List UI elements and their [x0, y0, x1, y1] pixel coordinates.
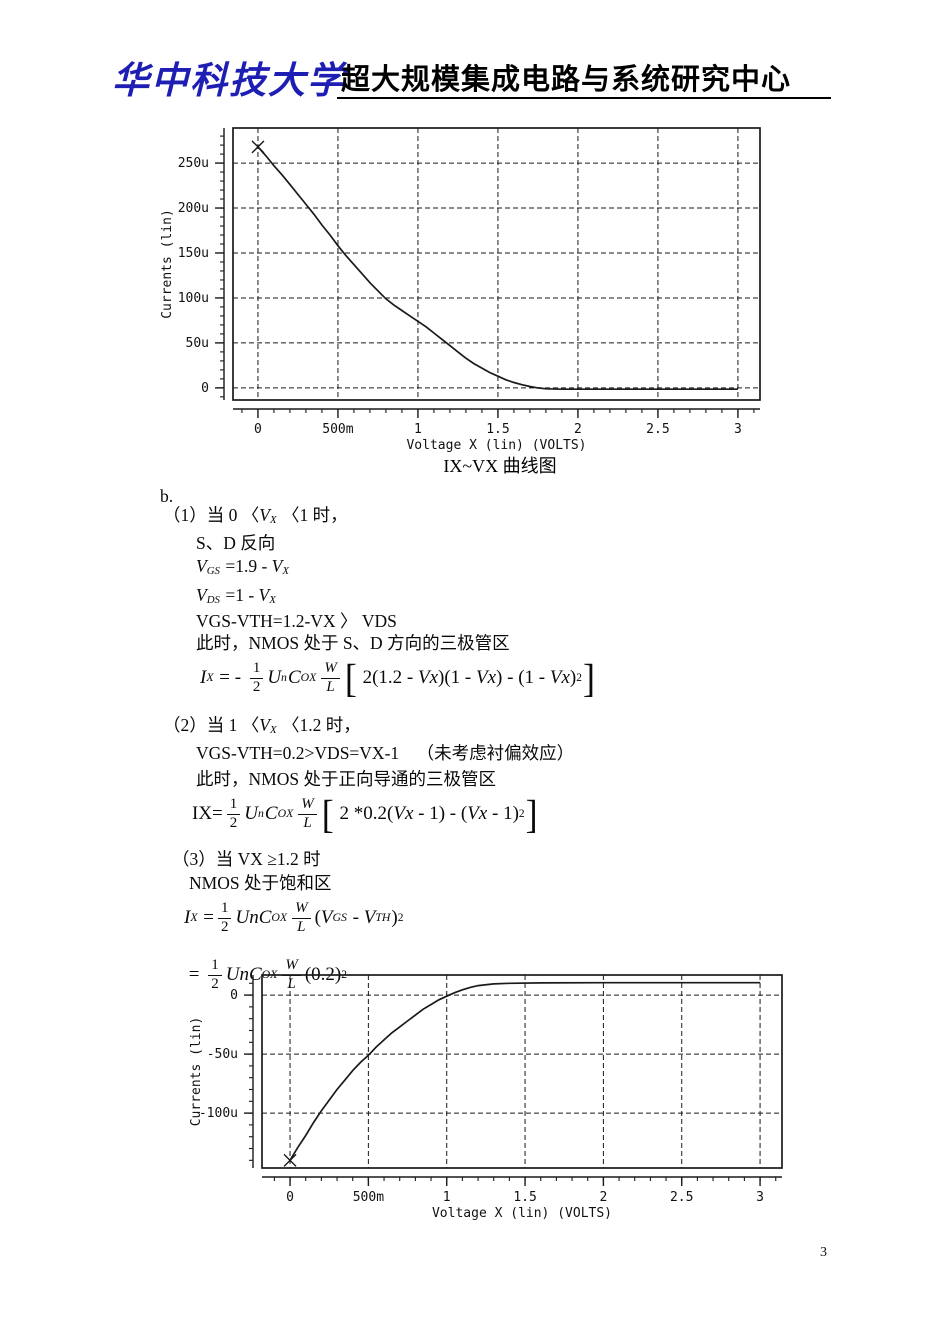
- text-line: b.: [160, 486, 174, 506]
- text-line: NMOS 处于饱和区: [189, 873, 332, 893]
- x-tick-label: 3: [756, 1190, 764, 1205]
- x-axis-ruler: [233, 408, 760, 418]
- x-tick-label: 0: [286, 1190, 294, 1205]
- university-logo: 华中科技大学: [112, 61, 346, 102]
- x-tick-label: 1.5: [513, 1190, 536, 1205]
- y-axis-ruler: [244, 975, 254, 1168]
- text-line: 此时，NMOS 处于正向导通的三极管区: [196, 769, 496, 789]
- text-line: VGS-VTH=1.2-VX 〉 VDS: [196, 611, 397, 631]
- header-title: 超大规模集成电路与系统研究中心: [341, 64, 792, 96]
- start-marker: [251, 140, 265, 154]
- y-axis-title: Currents (lin): [160, 209, 175, 319]
- y-tick-label: -50u: [207, 1047, 238, 1062]
- x-tick-label: 1: [414, 422, 422, 437]
- text-line: VGS =1.9 - VX: [196, 556, 289, 578]
- x-axis-ruler: [262, 1176, 782, 1186]
- y-tick-label: -100u: [199, 1106, 238, 1121]
- x-tick-label: 1.5: [486, 422, 509, 437]
- start-marker: [283, 1153, 297, 1167]
- text-line: VDS =1 - VX: [196, 585, 276, 607]
- text-line: （1）当 0 〈VX 〈1 时，: [163, 505, 348, 527]
- x-tick-label: 500m: [322, 422, 353, 437]
- text-line: S、D 反向: [196, 533, 276, 553]
- x-tick-label: 0: [254, 422, 262, 437]
- y-tick-label: 150u: [178, 246, 209, 261]
- x-axis-title: Voltage X (lin) (VOLTS): [432, 1206, 612, 1220]
- gridlines: [233, 128, 760, 400]
- y-tick-label: 0: [230, 988, 238, 1003]
- y-tick-label: 100u: [178, 291, 209, 306]
- text-line: 此时，NMOS 处于 S、D 方向的三极管区: [196, 633, 510, 653]
- x-tick-label: 2.5: [670, 1190, 693, 1205]
- x-tick-label: 3: [734, 422, 742, 437]
- x-tick-label: 500m: [353, 1190, 384, 1205]
- x-axis-title: Voltage X (lin) (VOLTS): [406, 438, 586, 453]
- y-tick-label: 200u: [178, 201, 209, 216]
- header-divider: [337, 97, 831, 99]
- gridlines: [262, 975, 782, 1168]
- x-tick-label: 2: [599, 1190, 607, 1205]
- plot-border: [261, 974, 783, 1169]
- x-tick-label: 1: [443, 1190, 451, 1205]
- y-tick-label: 0: [201, 381, 209, 396]
- page-number: 3: [820, 1245, 827, 1260]
- x-tick-label: 2: [574, 422, 582, 437]
- ix-vx-curve-chart-top: 0 50u 100u 150u 200u 250u 0 500m 1 1.5 2 2.5 3 Voltag…: [160, 127, 761, 453]
- plot-border: [232, 127, 761, 401]
- curve-line: [289, 981, 761, 1161]
- y-axis-title: Currents (lin): [189, 1017, 204, 1127]
- y-axis-ruler: [215, 128, 225, 400]
- curve-line: [257, 146, 738, 391]
- text-line: （2）当 1 〈VX 〈1.2 时，: [163, 715, 361, 737]
- text-line: VGS-VTH=0.2>VDS=VX-1 （未考虑衬偏效应）: [196, 743, 575, 763]
- figure-caption: IX~VX 曲线图: [443, 456, 557, 476]
- text-line: （3）当 VX ≥1.2 时: [172, 849, 321, 869]
- x-tick-label: 2.5: [646, 422, 669, 437]
- y-tick-label: 250u: [178, 156, 209, 171]
- ix-vx-curve-chart-bottom: 0 -50u -100u 0 500m 1 1.5 2 2.5 3 Voltage X (lin) …: [189, 974, 783, 1220]
- y-tick-label: 50u: [186, 336, 209, 351]
